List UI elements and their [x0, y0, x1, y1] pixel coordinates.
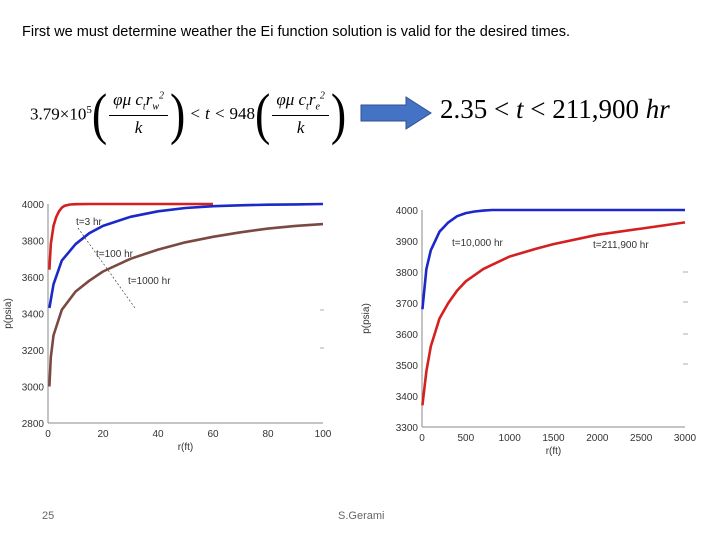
x-tick-label: 40: [152, 429, 164, 440]
y-tick-label: 3000: [22, 383, 45, 394]
y-tick-label: 3400: [22, 310, 45, 321]
series-label-t-100-hr: t=100 hr: [96, 249, 134, 260]
x-tick-label: 2500: [630, 433, 653, 444]
coef2: 948: [229, 104, 255, 123]
coef1: 3.79×105: [30, 103, 92, 124]
validity-equation-right: 2.35 < t < 211,900 hr: [440, 94, 670, 124]
y-tick-label: 4000: [22, 200, 45, 211]
y-axis-label: p(psia): [361, 303, 372, 334]
label-leader-line: [77, 227, 136, 309]
series-label-t-1000-hr: t=1000 hr: [128, 276, 171, 287]
series-label-t-10-000-hr: t=10,000 hr: [452, 238, 504, 249]
x-tick-label: 100: [315, 429, 332, 440]
slide-heading: First we must determine weather the Ei f…: [22, 24, 571, 40]
pressure-chart-long-times: 0 500 1000 1500 2000 2500 3000 3300 3400 3500 3600…: [361, 206, 697, 457]
y-tick-label: 3400: [396, 392, 419, 403]
x-tick-label: 60: [207, 429, 219, 440]
inequality: < t <: [189, 104, 226, 123]
series-line-t-1000-hr: [48, 222, 324, 387]
right-arrow-icon: [360, 96, 432, 130]
y-tick-label: 4000: [396, 206, 419, 217]
x-axis-label: r(ft): [178, 442, 194, 453]
series-line-t-3-hr: [48, 202, 213, 270]
y-tick-label: 3700: [396, 299, 419, 310]
x-tick-label: 1000: [499, 433, 522, 444]
left-paren-2: (: [254, 81, 271, 146]
y-tick-label: 3600: [22, 273, 45, 284]
y-tick-label: 3600: [396, 330, 419, 341]
y-tick-label: 3900: [396, 237, 419, 248]
y-tick-label: 2800: [22, 419, 45, 430]
validity-equation-left: 3.79×105 ( φμ ctrw2 k ) < t < 948 ( φμ c…: [30, 82, 346, 146]
x-tick-label: 1500: [542, 433, 565, 444]
series-label-t-211-900-hr: t=211,900 hr: [593, 240, 649, 251]
x-tick-label: 500: [457, 433, 474, 444]
x-tick-label: 3000: [674, 433, 697, 444]
x-tick-label: 2000: [586, 433, 609, 444]
x-tick-label: 0: [45, 429, 51, 440]
y-tick-label: 3200: [22, 346, 45, 357]
x-tick-label: 20: [97, 429, 109, 440]
y-axis-label: p(psia): [3, 298, 14, 329]
y-tick-label: 3800: [22, 237, 45, 248]
y-tick-label: 3300: [396, 423, 419, 434]
series-label-t-3-hr: t=3 hr: [76, 217, 103, 228]
x-tick-label: 0: [419, 433, 425, 444]
left-paren-1: (: [91, 81, 108, 146]
fraction-re: φμ ctre2 k: [272, 90, 329, 137]
pressure-chart-short-times: 0 20 40 60 80 100 2800 3000 3200 3400 3600 3800 4000…: [3, 200, 332, 453]
series-line-t-10-000-hr: [421, 208, 685, 310]
series-line-t-211-900-hr: [421, 221, 686, 406]
author: S.Gerami: [338, 510, 385, 522]
x-tick-label: 80: [262, 429, 274, 440]
x-axis-label: r(ft): [546, 446, 562, 457]
y-tick-label: 3500: [396, 361, 419, 372]
right-paren-1: ): [169, 81, 186, 146]
right-paren-2: ): [330, 81, 347, 146]
series-line-t-100-hr: [48, 202, 324, 309]
y-tick-label: 3800: [396, 268, 419, 279]
page-number: 25: [42, 510, 55, 522]
fraction-rw: φμ ctrw2 k: [109, 90, 168, 137]
